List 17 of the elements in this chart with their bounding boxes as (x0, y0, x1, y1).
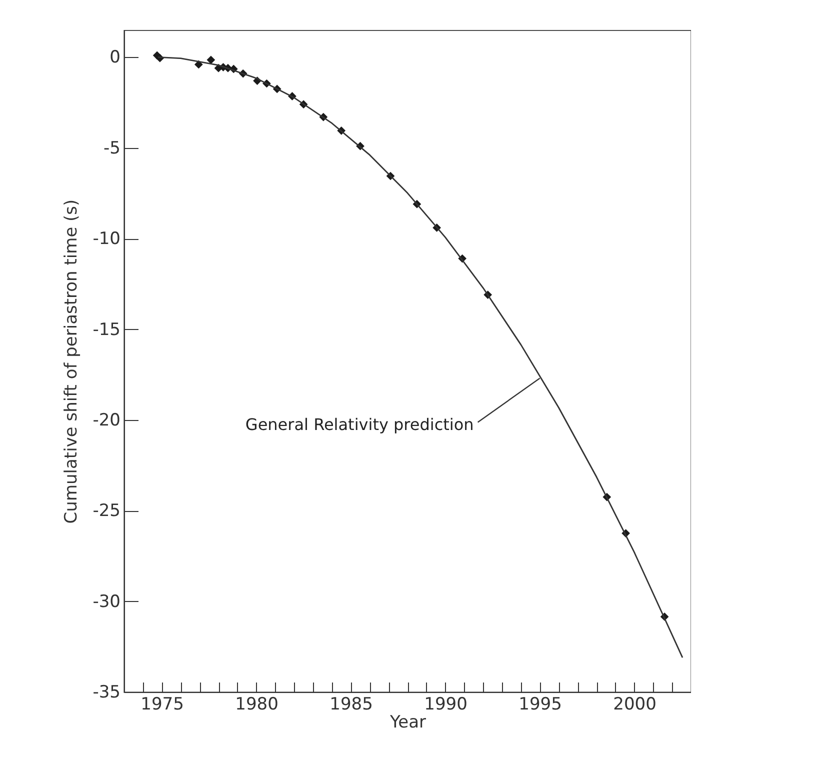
x-axis-title: Year (389, 712, 426, 732)
annotation: General Relativity prediction (245, 415, 474, 434)
y-tick-label: 0 (110, 48, 120, 68)
x-tick-label: 1980 (235, 694, 278, 714)
y-tick-label: -10 (92, 229, 120, 250)
y-tick-label: -25 (92, 501, 120, 522)
y-tick-label: -5 (104, 138, 120, 158)
y-tick-label: -35 (92, 682, 120, 702)
x-tick-label: 1975 (140, 694, 184, 714)
y-tick-label: -15 (92, 320, 120, 340)
x-tick-label: 1995 (518, 694, 562, 714)
y-axis-title: Cumulative shift of periastron time (s) (62, 199, 82, 524)
x-tick-label: 2000 (613, 694, 656, 714)
y-tick-label: -30 (92, 592, 120, 612)
x-tick-label: 1990 (424, 694, 468, 714)
x-tick-label: 1985 (330, 694, 373, 714)
y-tick-label: -20 (92, 410, 120, 430)
